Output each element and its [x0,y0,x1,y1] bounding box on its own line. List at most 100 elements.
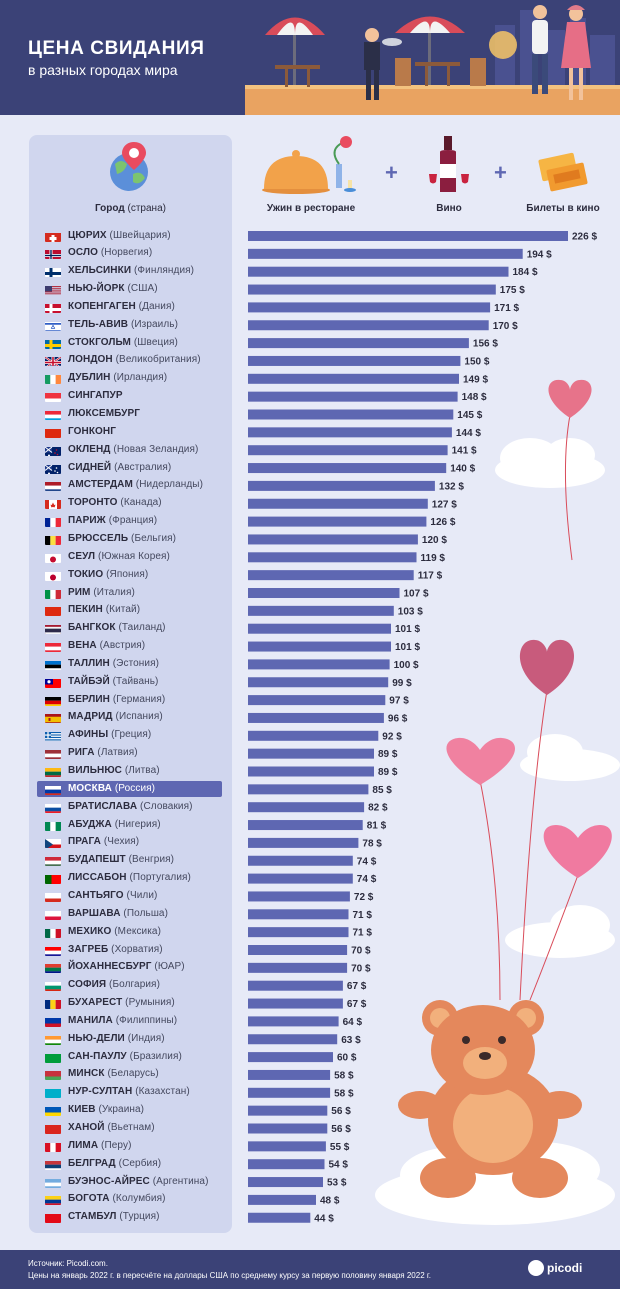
bar-value-label: 101 $ [395,642,420,653]
country-name: (Литва) [121,765,160,776]
country-name: (Дания) [135,300,175,312]
bar-value-label: 149 $ [463,374,488,385]
city-label-row: ПЕКИН (Китай) [68,604,140,616]
country-flag-icon [45,570,61,581]
country-flag-icon [45,1177,61,1188]
city-label-row: БРАТИСЛАВА (Словакия) [68,801,193,813]
city-name: МАНИЛА [68,1014,113,1026]
bar-value-label: 70 $ [351,946,371,957]
bar [248,1194,316,1205]
city-label-row: НУР-СУЛТАН (Казахстан) [68,1086,190,1098]
bar [248,909,349,920]
country-flag-icon [45,1069,61,1081]
bar [248,1105,328,1116]
city-list-panel [29,135,232,1233]
bar-value-label: 78 $ [362,838,382,849]
city-label-row: СЕУЛ (Южная Корея) [68,551,170,563]
bar [248,766,374,777]
city-label-row: СИДНЕЙ (Австралия) [68,462,171,474]
country-name: (Индия) [124,1032,165,1044]
country-flag-icon [45,677,61,688]
bar [248,962,348,973]
bar [248,1212,311,1223]
bar-value-label: 150 $ [464,356,489,367]
country-name: (Чехия) [100,836,140,848]
city-name: ЦЮРИХ [68,229,107,241]
bar [248,302,491,313]
city-name: ТОКИО [68,568,104,580]
couple-figure [532,5,591,100]
country-flag-icon [45,480,61,492]
city-name: КОПЕНГАГЕН [68,300,136,312]
country-name: (Венгрия) [125,854,175,866]
country-name: (Австрия) [96,640,146,652]
country-name: (Ирландия) [110,372,168,384]
bar-value-label: 117 $ [418,571,443,582]
country-name: (Румыния) [122,997,175,1009]
bar-value-label: 120 $ [422,535,447,546]
country-name: (Бразилия) [126,1050,182,1062]
wine-icon [429,136,469,192]
city-name: СИДНЕЙ [68,461,112,473]
terrace-floor [245,85,620,115]
country-flag-icon [45,980,61,992]
umbrella-icon [265,17,325,85]
country-name: (Австралия) [111,461,172,473]
bar-value-label: 48 $ [320,1195,340,1206]
country-name: (Польша) [120,907,169,919]
city-name: СЕУЛ [68,550,96,562]
bar-value-label: 99 $ [392,678,412,689]
country-flag-icon [45,498,61,510]
bar-value-label: 119 $ [421,553,446,564]
city-label-row: ДУБЛИН (Ирландия) [68,372,167,384]
city-name: ПАРИЖ [68,515,106,527]
country-name: (Аргентина) [149,1175,209,1187]
bar-value-label: 126 $ [430,517,455,528]
bar-value-label: 184 $ [513,267,538,278]
country-flag-icon [45,231,61,242]
country-name: (Мексика) [111,925,162,937]
country-name: (Швейцария) [106,229,171,241]
city-name: ЛЮКСЕМБУРГ [68,408,141,419]
bar [248,659,390,670]
city-name: ГОНКОНГ [68,425,117,437]
city-label-row: ТОКИО (Япония) [68,569,148,581]
city-label-row: МОСКВА (Россия) [68,783,155,795]
bar-value-label: 226 $ [572,232,597,243]
bar-value-label: 64 $ [343,1017,363,1028]
country-name: (США) [124,283,158,295]
bar-value-label: 148 $ [462,392,487,403]
decor-layer [375,379,620,1225]
source-note: Источник: Picodi.com. [28,1259,108,1268]
country-flag-icon [45,659,61,670]
bar [248,1123,328,1134]
country-name: (Греция) [108,729,152,741]
bar-value-label: 54 $ [329,1160,349,1171]
country-name: (Финляндия) [131,265,195,277]
bar-value-label: 144 $ [456,428,481,439]
bar [248,498,428,509]
city-name: ТАЛЛИН [68,657,110,669]
city-label-row: МАНИЛА (Филиппины) [68,1015,177,1027]
city-name: БУЭНОС-АЙРЕС [68,1175,150,1187]
city-label-row: АМСТЕРДАМ (Нидерланды) [68,479,203,491]
bar-value-label: 107 $ [404,589,429,600]
country-name: (Нидерланды) [132,479,204,491]
city-label-row: СТАМБУЛ (Турция) [68,1211,160,1223]
country-name: (Сербия) [115,1157,162,1169]
city-name: ЙОХАННЕСБУРГ [68,961,152,973]
heart-balloon [519,639,575,695]
bar-value-label: 132 $ [439,481,464,492]
city-label-row: ТОРОНТО (Канада) [68,497,162,509]
bar [248,534,418,545]
price-bar-chart: 226 $ 194 $ 184 $ 175 $ 171 $ 170 $ 156 $ 150 $… [248,231,597,1224]
bar-value-label: 85 $ [372,785,392,796]
bar-value-label: 71 $ [353,928,373,939]
city-label-row: ТАЙБЭЙ (Тайвань) [68,676,158,688]
country-flag-icon [45,837,61,849]
bar-value-label: 44 $ [314,1213,334,1224]
country-flag-icon [45,891,61,902]
country-flag-icon [45,784,61,795]
bar-value-label: 89 $ [378,749,398,760]
country-name: (Испания) [112,711,163,723]
